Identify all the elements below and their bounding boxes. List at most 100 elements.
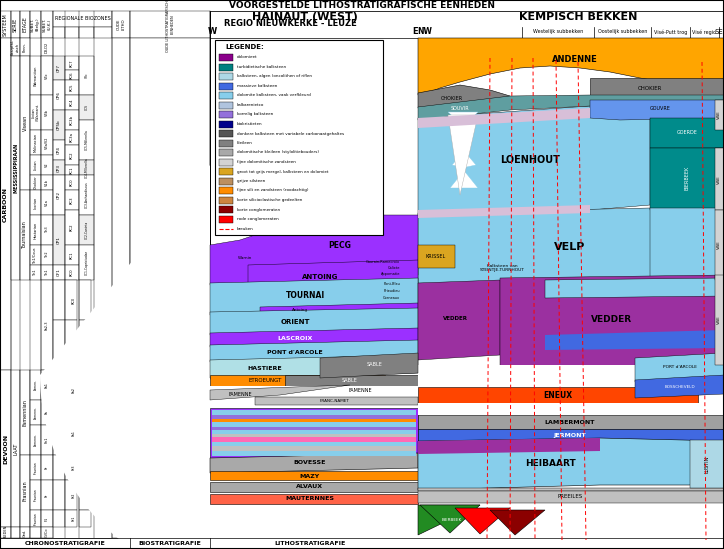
Polygon shape [418, 208, 724, 285]
Text: TOURNAI: TOURNAI [285, 292, 324, 300]
Text: Famenn.: Famenn. [33, 406, 38, 419]
Text: Saarpfäl-
zisch: Saarpfäl- zisch [11, 39, 20, 55]
Text: VOORGESTELDE LITHOSTRATIGRAFISCHE EENHEDEN: VOORGESTELDE LITHOSTRATIGRAFISCHE EENHED… [229, 1, 495, 10]
Text: Famenn.: Famenn. [33, 434, 38, 446]
Bar [53, 280, 65, 320]
Text: MESSISSIPPIRAAN: MESSISSIPPIRAAN [13, 143, 18, 193]
Bar [219, 177, 233, 184]
Bar [65, 130, 79, 145]
Bar [210, 471, 418, 480]
Bar [715, 210, 724, 280]
Text: CP1: CP1 [57, 236, 61, 244]
Bar [219, 159, 233, 165]
Bar [11, 370, 20, 527]
Bar [212, 446, 416, 451]
Text: GOERDE: GOERDE [676, 131, 697, 136]
Text: CARBOON: CARBOON [3, 187, 8, 221]
Polygon shape [590, 78, 724, 100]
Bar [20, 56, 30, 190]
Text: dolomitische kleileen (stylolitiebouders): dolomitische kleileen (stylolitiebouders… [237, 150, 319, 154]
Bar [20, 527, 30, 538]
Bar [65, 56, 79, 70]
Bar [53, 455, 65, 480]
Bar [219, 149, 233, 156]
Text: BOVESSE: BOVESSE [294, 461, 327, 466]
Polygon shape [210, 278, 418, 315]
Bar [65, 480, 77, 510]
Text: VEDDER: VEDDER [442, 316, 468, 321]
Bar [79, 56, 94, 95]
Polygon shape [650, 148, 724, 210]
Polygon shape [418, 95, 724, 120]
Polygon shape [418, 280, 500, 360]
Bar [0, 38, 11, 370]
Bar [53, 56, 65, 80]
Bar [0, 11, 724, 38]
Bar [20, 370, 30, 455]
Text: korte silicioclastische gedeelten: korte silicioclastische gedeelten [237, 198, 303, 202]
Text: BIOSTRATIGRAFIE: BIOSTRATIGRAFIE [138, 541, 201, 546]
Bar [418, 415, 724, 429]
Bar [53, 110, 65, 140]
Text: RC3a: RC3a [70, 132, 74, 143]
Polygon shape [418, 438, 600, 454]
Bar [418, 488, 724, 491]
Text: dolomite kalksteen, vaak verfkleurd: dolomite kalksteen, vaak verfkleurd [237, 93, 311, 98]
Text: LITHOSTRATIGRAFIE: LITHOSTRATIGRAFIE [274, 541, 345, 546]
Text: PREEILES: PREEILES [557, 495, 583, 500]
Text: OUDE LITHOSTRATIGRAFISCHE
EENHEDEN: OUDE LITHOSTRATIGRAFISCHE EENHEDEN [166, 0, 174, 52]
Bar [65, 370, 77, 410]
Bar [210, 482, 418, 492]
Text: SE: SE [715, 29, 723, 35]
Text: RC6: RC6 [70, 71, 74, 79]
Polygon shape [420, 505, 480, 533]
Bar [30, 527, 41, 538]
Polygon shape [418, 205, 590, 218]
Bar [219, 73, 233, 80]
Text: Frasnian: Frasnian [33, 461, 38, 474]
Text: NW: NW [418, 27, 432, 36]
Bar [41, 480, 53, 510]
Text: kalksteen, algen (oncolithen of riflen: kalksteen, algen (oncolithen of riflen [237, 75, 312, 79]
Bar [0, 370, 11, 527]
Bar [65, 165, 79, 175]
Text: V1b: V1b [45, 179, 49, 186]
Text: HAINAUT (WEST): HAINAUT (WEST) [252, 12, 358, 22]
Bar [65, 27, 79, 38]
Text: Fr: Fr [45, 494, 49, 497]
Bar [219, 102, 233, 109]
Bar [212, 442, 416, 446]
Polygon shape [210, 355, 418, 378]
Bar [41, 265, 53, 280]
Polygon shape [448, 115, 478, 195]
Text: Gi/Co: Gi/Co [45, 528, 49, 537]
Bar [53, 265, 65, 280]
Text: ETAGE: ETAGE [22, 16, 28, 32]
Bar [212, 419, 416, 422]
Text: Tn2: Tn2 [45, 251, 49, 259]
Text: CC5-Millerella: CC5-Millerella [85, 130, 88, 150]
Text: dolomieet: dolomieet [237, 55, 258, 59]
Text: REGIO NIEUWKERKE - LEUZE: REGIO NIEUWKERKE - LEUZE [224, 20, 356, 29]
Bar [30, 56, 41, 95]
Bar [418, 38, 724, 538]
Text: ENEUX: ENEUX [544, 390, 573, 400]
Bar [219, 139, 233, 147]
Bar [690, 440, 724, 488]
Text: CC1-Capriotudae: CC1-Capriotudae [85, 250, 88, 275]
Bar [79, 280, 91, 320]
Polygon shape [418, 85, 510, 112]
Bar [79, 370, 91, 410]
Bar [11, 56, 20, 280]
Text: Chokier: Chokier [33, 176, 38, 189]
Bar [212, 415, 416, 419]
Bar [30, 155, 41, 175]
Text: ETROEUNGT: ETROEUNGT [248, 378, 282, 384]
Bar [219, 54, 233, 61]
Bar [20, 38, 30, 56]
Polygon shape [545, 278, 724, 298]
Bar [79, 480, 91, 510]
Text: E: E [412, 27, 418, 36]
Bar [65, 190, 79, 210]
Bar [219, 64, 233, 70]
